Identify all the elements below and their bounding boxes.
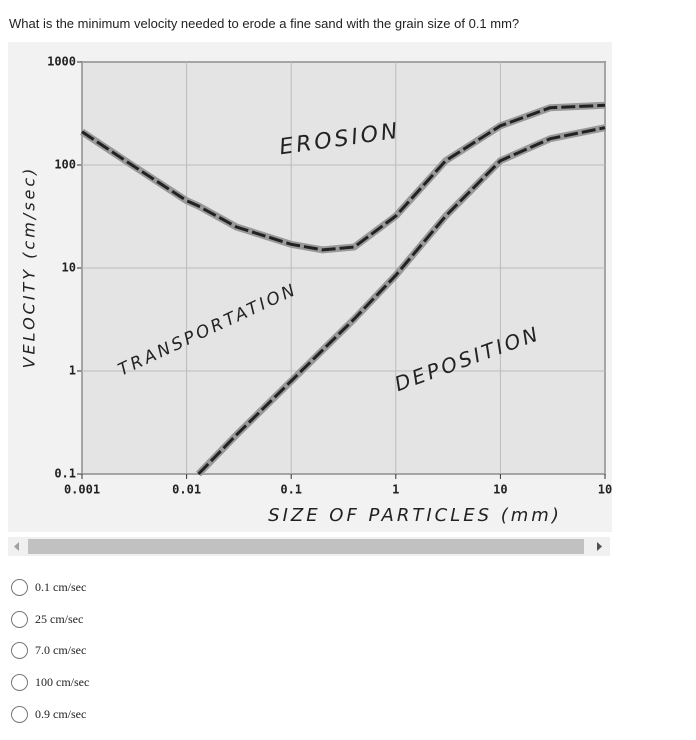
line [197,126,606,476]
option-label[interactable]: 100 cm/sec [35,674,90,689]
radio-button[interactable] [11,705,28,723]
scroll-thumb[interactable] [28,539,584,554]
y-tick-label: 10 [62,261,76,275]
option[interactable]: 7.0 cm/sec [11,640,86,660]
radio-button[interactable] [11,673,28,691]
option-label[interactable]: 0.1 cm/sec [35,579,87,594]
x-tick-label: 1 [392,483,399,497]
scroll-arrows [14,542,602,551]
x-tick-label: 10 [598,483,612,497]
line [81,103,606,252]
x-tick-label: 0.01 [172,483,201,497]
radio-button[interactable] [11,610,28,628]
y-tick-label: 0.1 [54,467,76,481]
scroll-left[interactable] [14,542,19,551]
scrollbar[interactable] [8,537,610,556]
option[interactable]: 0.9 cm/sec [11,704,86,724]
radio-button[interactable] [11,578,28,596]
option[interactable]: 100 cm/sec [11,672,89,692]
x-tick-label: 10 [493,483,507,497]
scroll-right[interactable] [597,542,602,551]
y-tick-label: 1000 [47,55,76,69]
y-tick-label: 1 [69,364,76,378]
y-tick-label: 100 [54,158,76,172]
option[interactable]: 0.1 cm/sec [11,577,86,597]
option-label[interactable]: 0.9 cm/sec [35,706,87,721]
question: What is the minimum velocity needed to e… [9,16,520,31]
option-label[interactable]: 25 cm/sec [35,611,84,626]
option-label[interactable]: 7.0 cm/sec [35,642,87,657]
y-axis-label: VELOCITY (cm/sec) [20,166,39,369]
option[interactable]: 25 cm/sec [11,609,83,629]
x-tick-label: 0.1 [280,483,302,497]
x-axis-label: SIZE OF PARTICLES (mm) [268,505,562,526]
radio-button[interactable] [11,641,28,659]
x-tick-label: 0.001 [64,483,100,497]
